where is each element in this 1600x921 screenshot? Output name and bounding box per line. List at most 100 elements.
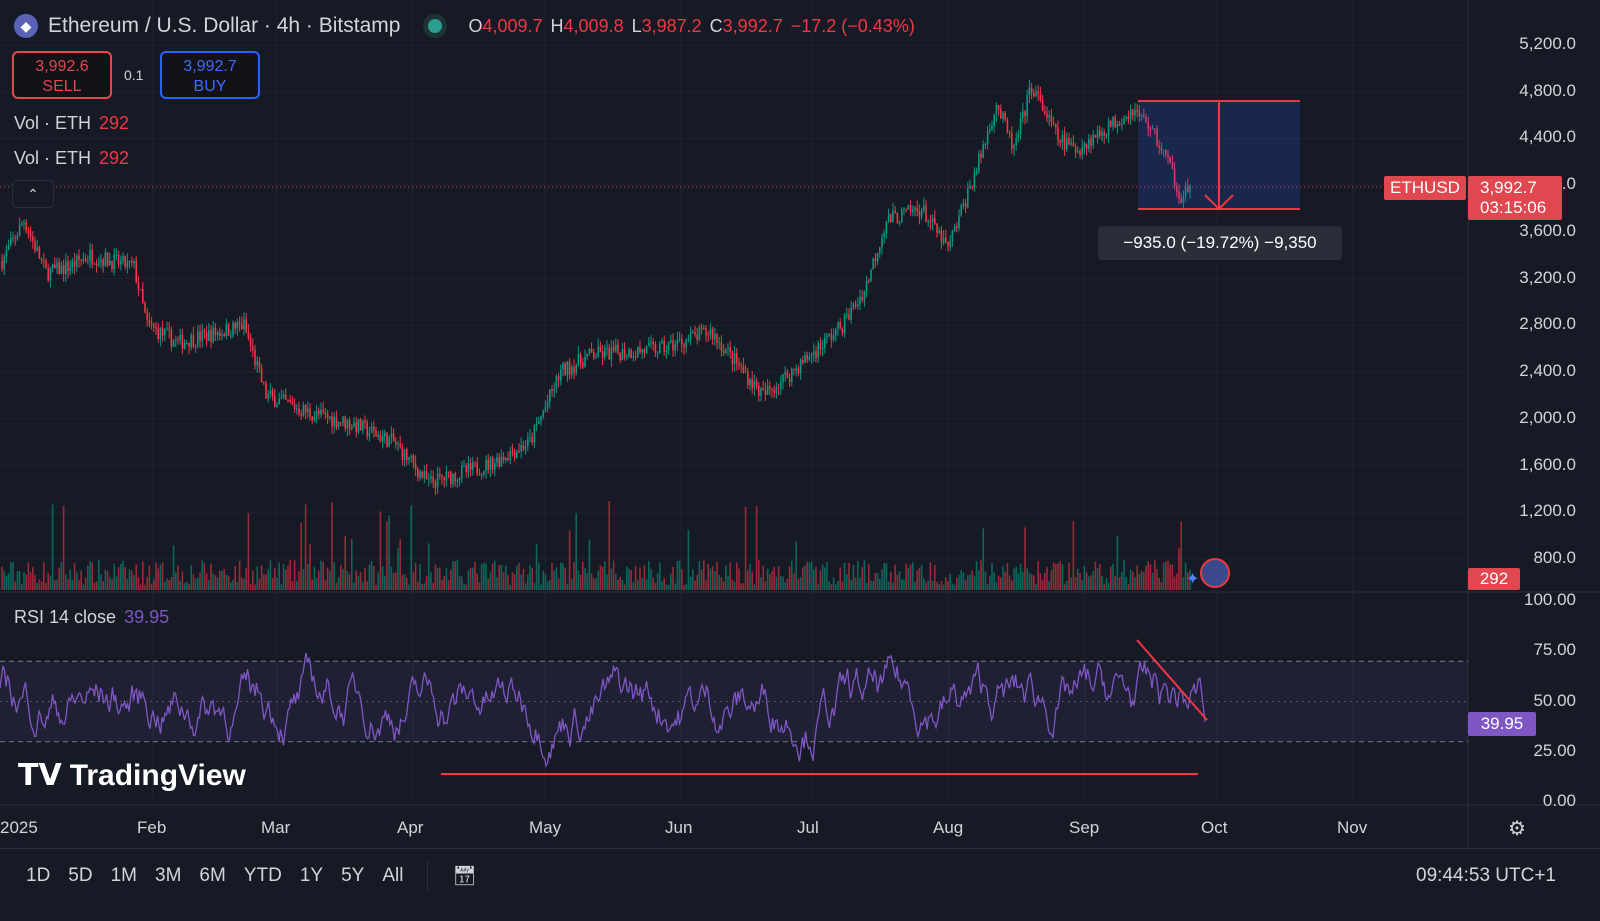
- candle-body: [527, 437, 529, 447]
- candle-body: [474, 462, 476, 464]
- volume-bar: [32, 567, 34, 590]
- candle-body: [978, 154, 980, 172]
- candle-body: [670, 340, 672, 342]
- volume-bar: [144, 584, 146, 590]
- collapse-legend-button[interactable]: ⌃: [12, 180, 54, 208]
- range-1y[interactable]: 1Y: [299, 865, 324, 886]
- symbol-title[interactable]: Ethereum / U.S. Dollar · 4h · Bitstamp: [48, 14, 401, 37]
- volume-bar: [808, 562, 811, 590]
- volume-bar: [623, 584, 626, 590]
- rsi-legend[interactable]: RSI 14 close 39.95: [14, 607, 169, 628]
- us-flag-event-icon[interactable]: [1200, 558, 1230, 588]
- volume-bar: [540, 584, 542, 590]
- clock[interactable]: 09:44:53 UTC+1: [1416, 865, 1556, 886]
- range-6m[interactable]: 6M: [199, 865, 226, 886]
- tradingview-logo[interactable]: 𝗧𝗩 TradingView: [18, 758, 246, 793]
- volume-bar: [344, 536, 346, 590]
- volume-bar: [1011, 580, 1013, 590]
- volume-bar: [784, 582, 786, 590]
- range-1m[interactable]: 1M: [110, 865, 137, 886]
- buy-button[interactable]: 3,992.7 BUY: [160, 51, 260, 99]
- settings-gear-icon[interactable]: ⚙: [1508, 818, 1526, 840]
- candle-body: [236, 322, 239, 329]
- volume-bar: [1125, 577, 1127, 590]
- volume-bar: [909, 564, 912, 590]
- volume-bar: [436, 567, 439, 590]
- candle-body: [1173, 168, 1176, 187]
- trendline-resistance[interactable]: [1136, 639, 1208, 721]
- volume-bar: [375, 584, 377, 590]
- volume-bar: [527, 574, 529, 590]
- candle-body: [49, 268, 52, 281]
- volume-bar: [804, 565, 806, 590]
- volume-bar: [1118, 577, 1121, 590]
- candle-body: [542, 411, 544, 417]
- volume-bar: [1090, 575, 1092, 590]
- candle-body: [857, 304, 859, 307]
- range-3m[interactable]: 3M: [155, 865, 182, 886]
- candle-body: [742, 365, 745, 372]
- calendar-icon[interactable]: 📅︎: [452, 866, 477, 887]
- candle-body: [227, 323, 230, 336]
- range-1d[interactable]: 1D: [26, 865, 51, 886]
- volume-bar: [962, 572, 965, 590]
- candle-body: [157, 328, 159, 339]
- volume-bar: [155, 562, 157, 590]
- candle-body: [942, 237, 945, 244]
- candle-body: [1118, 124, 1121, 126]
- candle-body: [260, 367, 263, 383]
- sparkle-event-icon[interactable]: ✦: [1186, 571, 1199, 588]
- rsi-value-tag: 39.95: [1468, 712, 1536, 736]
- market-status-icon[interactable]: [428, 19, 443, 33]
- candle-body: [696, 334, 698, 340]
- volume-bar: [953, 584, 956, 590]
- range-all[interactable]: All: [382, 865, 404, 886]
- volume-legend[interactable]: Vol · ETH 292: [14, 113, 129, 134]
- volume-bar: [133, 575, 135, 590]
- volume-bar: [1149, 564, 1152, 590]
- volume-bar: [927, 580, 929, 590]
- volume-bar: [87, 565, 89, 590]
- candle-body: [892, 210, 894, 223]
- volume-bar: [443, 575, 445, 590]
- candle-body: [252, 346, 254, 351]
- volume-bar: [793, 572, 795, 590]
- range-5y[interactable]: 5Y: [341, 865, 365, 886]
- candle-body: [342, 416, 344, 423]
- candle-body: [678, 339, 681, 341]
- candle-body: [643, 349, 646, 354]
- candle-body: [447, 471, 450, 473]
- candle-body: [982, 144, 984, 158]
- candle-body: [883, 233, 885, 238]
- volume-bar: [102, 581, 104, 590]
- candle-body: [549, 389, 551, 403]
- candle-body: [177, 339, 179, 341]
- volume-bar: [181, 571, 184, 590]
- volume-bar: [1189, 569, 1191, 590]
- candle-body: [584, 356, 586, 368]
- volume-bar: [414, 563, 417, 590]
- candle-body: [265, 382, 267, 399]
- volume-bar: [1107, 583, 1110, 590]
- range-ytd[interactable]: YTD: [243, 865, 282, 886]
- candle-body: [1072, 142, 1075, 147]
- candle-body: [956, 226, 958, 229]
- candle-body: [923, 205, 925, 210]
- volume-bar: [639, 567, 641, 590]
- volume-bar: [973, 576, 976, 590]
- volume-bar: [729, 562, 731, 590]
- candle-body: [40, 258, 43, 261]
- candle-body: [238, 322, 241, 325]
- candle-body: [557, 375, 560, 381]
- volume-bar: [234, 566, 236, 590]
- volume-legend[interactable]: Vol · ETH 292: [14, 148, 129, 169]
- sell-button[interactable]: 3,992.6 SELL: [12, 51, 112, 99]
- volume-bar: [1072, 520, 1075, 590]
- range-5d[interactable]: 5D: [68, 865, 93, 886]
- volume-bar: [397, 547, 399, 590]
- candle-body: [1066, 138, 1068, 150]
- volume-bar: [291, 581, 294, 590]
- volume-bar: [346, 571, 349, 590]
- quantity[interactable]: 0.1: [124, 67, 144, 83]
